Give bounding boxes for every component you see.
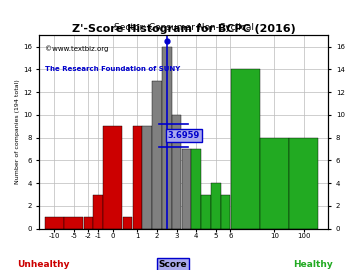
Text: ©www.textbiz.org: ©www.textbiz.org <box>45 45 109 52</box>
Text: Unhealthy: Unhealthy <box>17 260 69 269</box>
Bar <box>123 217 132 229</box>
Bar <box>191 149 201 229</box>
Text: 3.6959: 3.6959 <box>168 131 200 140</box>
Bar <box>211 183 221 229</box>
Bar <box>289 138 318 229</box>
Text: Score: Score <box>158 260 187 269</box>
Bar <box>231 69 260 229</box>
Bar <box>132 126 142 229</box>
Bar <box>64 217 83 229</box>
Text: Sector: Consumer Non-Cyclical: Sector: Consumer Non-Cyclical <box>114 23 254 32</box>
Y-axis label: Number of companies (194 total): Number of companies (194 total) <box>15 80 20 184</box>
Text: The Research Foundation of SUNY: The Research Foundation of SUNY <box>45 66 180 72</box>
Bar <box>172 115 181 229</box>
Bar <box>103 126 122 229</box>
Bar <box>93 194 103 229</box>
Title: Z'-Score Histogram for BCPC (2016): Z'-Score Histogram for BCPC (2016) <box>72 25 296 35</box>
Text: Healthy: Healthy <box>293 260 333 269</box>
Bar <box>181 149 191 229</box>
Bar <box>152 81 162 229</box>
Bar <box>221 194 230 229</box>
Bar <box>142 126 152 229</box>
Bar <box>162 47 172 229</box>
Bar <box>84 217 93 229</box>
Bar <box>260 138 289 229</box>
Bar <box>201 194 211 229</box>
Bar <box>45 217 64 229</box>
